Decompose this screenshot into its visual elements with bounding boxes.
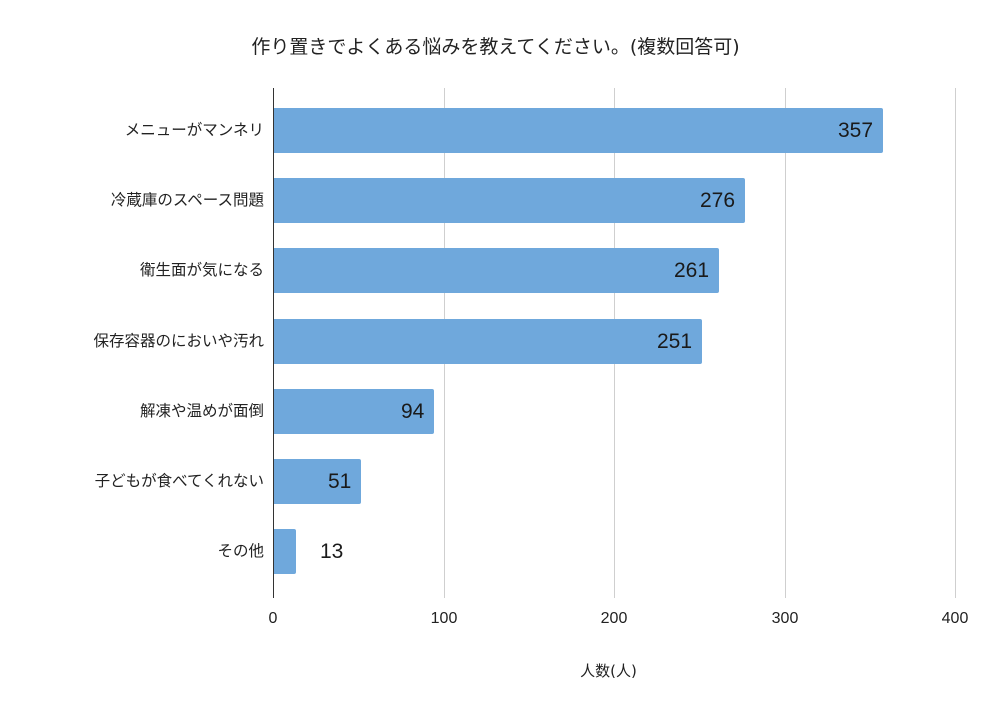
bar-value-label: 51 (328, 470, 352, 493)
gridline (785, 88, 786, 598)
x-tick-label: 0 (268, 610, 278, 627)
category-label: 衛生面が気になる (139, 261, 264, 279)
bar (274, 459, 361, 504)
bar (274, 389, 434, 434)
bar (274, 248, 719, 293)
x-axis-title: 人数(人) (580, 662, 637, 680)
bar (274, 319, 702, 364)
chart-title: 作り置きでよくある悩みを教えてください。(複数回答可) (251, 36, 740, 58)
bar (274, 108, 883, 153)
category-label: 冷蔵庫のスペース問題 (110, 191, 264, 209)
bar-value-label: 357 (838, 119, 874, 142)
category-label: 保存容器のにおいや汚れ (93, 332, 264, 350)
bar-value-label: 13 (320, 540, 344, 563)
category-label: 子どもが食べてくれない (94, 472, 264, 490)
category-label: 解凍や温めが面倒 (139, 402, 264, 420)
bar-value-label: 261 (674, 259, 710, 282)
bar-value-label: 94 (401, 400, 425, 423)
x-tick-label: 400 (941, 610, 969, 627)
category-label: メニューがマンネリ (124, 121, 264, 139)
gridline (955, 88, 956, 598)
bar (274, 178, 745, 223)
bar (274, 529, 296, 574)
bar-value-label: 251 (657, 330, 693, 353)
category-label: その他 (217, 542, 264, 560)
bar-value-label: 276 (700, 189, 736, 212)
y-axis-line (273, 88, 274, 598)
x-tick-label: 100 (430, 610, 458, 627)
x-tick-label: 200 (600, 610, 628, 627)
x-tick-label: 300 (771, 610, 799, 627)
